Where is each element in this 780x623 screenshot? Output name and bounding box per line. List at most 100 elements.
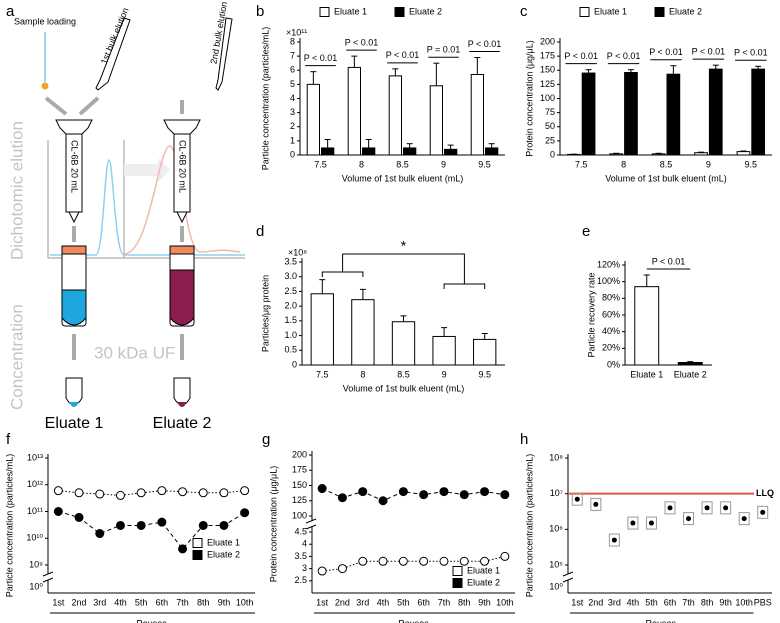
bar <box>708 68 723 156</box>
y-tick-label: 100 <box>292 510 307 520</box>
point <box>439 556 449 566</box>
bar <box>473 338 497 366</box>
y-tick-label: 10⁵ <box>549 559 563 569</box>
y-tick-label: 150 <box>540 65 555 75</box>
filtration-label: 30 kDa UF <box>94 343 175 362</box>
bar <box>347 66 362 156</box>
flow-arrow <box>124 158 170 182</box>
y-tick-label: 3.5 <box>284 256 297 266</box>
y-tick-label: 0 <box>292 359 297 369</box>
point <box>480 556 490 566</box>
y-tick-label: 3 <box>290 107 295 117</box>
box <box>720 501 732 515</box>
axis-break <box>42 571 54 577</box>
point <box>459 490 469 500</box>
point <box>358 487 368 497</box>
x-tick-label: 1st <box>571 597 584 607</box>
point <box>398 556 408 566</box>
y-tick-label: 120% <box>597 259 620 269</box>
y-tick-label: 5 <box>290 79 295 89</box>
x-tick-label: 7.5 <box>316 369 329 379</box>
point <box>667 505 673 511</box>
bar <box>677 362 703 366</box>
x-tick-label: 7th <box>682 597 695 607</box>
column-label: CL-6B 20 mL <box>178 140 188 193</box>
y-tick-label: 175 <box>292 465 307 475</box>
y-tick-label: 175 <box>540 51 555 61</box>
point <box>178 544 188 554</box>
legend-label: Eluate 1 <box>594 6 627 16</box>
column-1: CL-6B 20 mL <box>55 119 93 407</box>
point <box>704 505 710 511</box>
point <box>157 486 167 496</box>
x-axis-label: Reuses <box>398 618 429 623</box>
x-axis-label: Reuses <box>136 618 167 623</box>
y-axis-label: Protein concentration (μg/μL) <box>268 466 278 582</box>
panel-label: d <box>256 223 264 240</box>
y-tick-label: 10¹⁰ <box>26 533 43 543</box>
bracket <box>321 271 364 277</box>
y-tick-label: 4 <box>290 93 295 103</box>
bracket <box>342 253 465 284</box>
x-tick-label: PBS <box>754 597 772 607</box>
bar <box>666 73 681 156</box>
box <box>757 505 769 519</box>
bar <box>624 72 638 156</box>
x-tick-label: 9.5 <box>745 159 758 169</box>
bar <box>581 72 596 156</box>
point <box>686 516 692 522</box>
x-tick-label: 8th <box>701 597 714 607</box>
point <box>741 516 747 522</box>
x-tick-label: 6th <box>156 597 169 607</box>
x-tick-label: 8 <box>359 159 364 169</box>
point <box>95 529 105 539</box>
x-axis-label: Volume of 1st bulk eluent (mL) <box>605 173 727 183</box>
bar <box>444 148 458 156</box>
column-label: CL-6B 20 mL <box>70 140 80 193</box>
y-axis-label: Protein concentration (μg/μL) <box>524 40 534 156</box>
x-tick-label: 2nd <box>588 597 603 607</box>
y-axis-label: Particle concentration (particles/mL) <box>524 454 534 598</box>
y-tick-label: 1.0 <box>284 330 297 340</box>
y-tick-label: 60% <box>602 309 620 319</box>
y-tick-label: 2.5 <box>284 286 297 296</box>
bar <box>306 83 321 156</box>
point <box>760 509 766 515</box>
box <box>738 512 750 526</box>
point <box>198 520 208 530</box>
bar <box>351 299 375 366</box>
stage-label: Dichotomic elution <box>7 121 26 260</box>
point <box>574 496 580 502</box>
annotation: * <box>401 238 407 254</box>
y-tick-label: 0% <box>607 359 620 369</box>
y-axis-label: Particle recovery rate <box>586 272 596 357</box>
bar <box>694 152 708 156</box>
y-tick-label: 0 <box>550 149 555 159</box>
x-tick-label: 9.5 <box>478 369 491 379</box>
x-tick-label: 7th <box>176 597 189 607</box>
bar <box>403 147 417 156</box>
x-tick-label: 6th <box>417 597 430 607</box>
y-tick-label: 125 <box>540 79 555 89</box>
x-tick-label: 9 <box>442 369 447 379</box>
bar <box>470 73 485 156</box>
eluate-label: Eluate 1 <box>45 415 104 432</box>
x-tick-label: 8.5 <box>397 369 410 379</box>
point <box>459 556 469 566</box>
legend-label: Eluate 2 <box>467 577 500 587</box>
y-tick-label: 40% <box>602 326 620 336</box>
bar <box>609 153 624 156</box>
y-tick-label: 1.5 <box>284 315 297 325</box>
x-tick-label: 6th <box>664 597 677 607</box>
y-tick-label: 3.5 <box>294 551 307 561</box>
x-tick-label: 9th <box>218 597 231 607</box>
box <box>664 501 676 515</box>
annotation: P = 0.01 <box>427 45 461 55</box>
box <box>645 516 657 530</box>
point <box>136 488 146 498</box>
y-tick-label: 1 <box>290 135 295 145</box>
eluate-label: Eluate 2 <box>153 415 212 432</box>
point <box>157 517 167 527</box>
x-axis-label: Volume of 1st bulk eluent (mL) <box>343 383 465 393</box>
panel-label: c <box>520 3 528 20</box>
